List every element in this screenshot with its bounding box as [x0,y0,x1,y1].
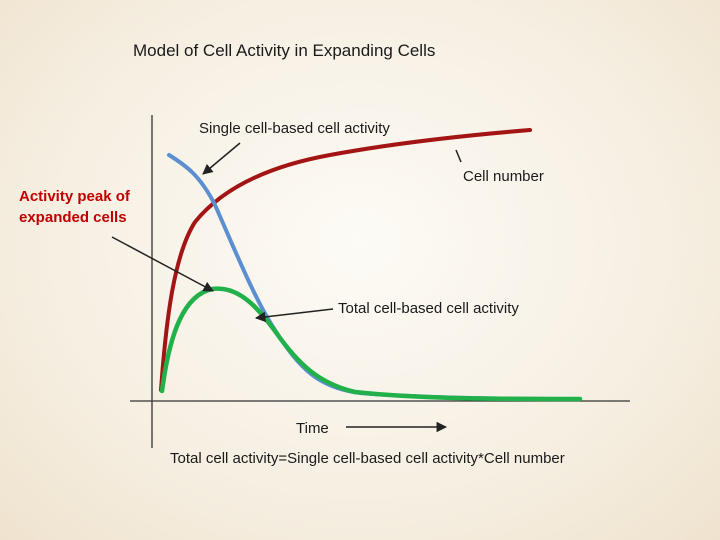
time-label: Time [296,420,329,437]
activity-peak-arrow [111,236,214,292]
single-activity-label: Single cell-based cell activity [199,120,390,137]
activity-peak-label-line2: expanded cells [19,209,127,226]
formula-label: Total cell activity=Single cell-based ce… [170,450,565,467]
activity-peak-label: Activity peak of expanded cells [19,186,130,228]
cell-number-curve [159,128,532,392]
single-activity-arrow [202,142,241,175]
total-activity-arrow [254,308,334,323]
activity-peak-label-line1: Activity peak of [19,188,130,205]
total-activity-curve [159,286,583,402]
cell-number-label: Cell number [463,168,544,185]
cell-number-pointer [455,149,462,163]
page-title: Model of Cell Activity in Expanding Cell… [133,41,436,60]
total-activity-label: Total cell-based cell activity [338,300,519,317]
